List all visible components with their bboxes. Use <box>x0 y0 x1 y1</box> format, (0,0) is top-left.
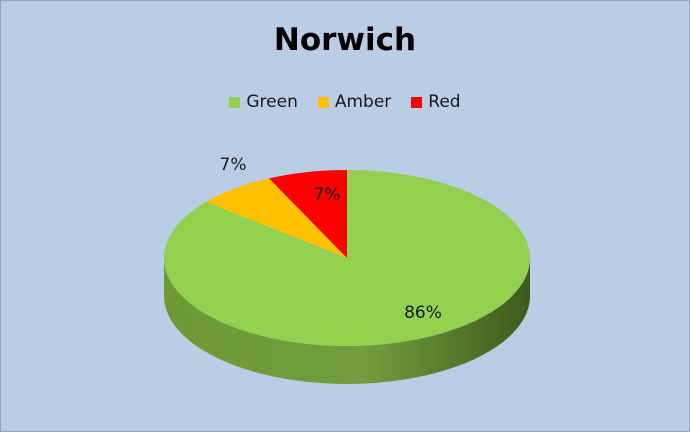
legend-item-red: Red <box>411 92 461 112</box>
chart-legend: Green Amber Red <box>0 92 690 112</box>
legend-swatch <box>229 96 241 108</box>
legend-label: Amber <box>334 92 392 112</box>
pie-slice-amber <box>205 178 347 258</box>
data-label-amber: 7% <box>220 155 247 175</box>
pie-slice-side-green <box>164 258 530 384</box>
legend-item-green: Green <box>229 92 298 112</box>
legend-label: Green <box>246 92 298 112</box>
data-label-red: 7% <box>314 185 341 205</box>
chart-title: Norwich <box>273 22 417 58</box>
data-label-green: 86% <box>404 303 442 323</box>
legend-label: Red <box>428 92 461 112</box>
legend-swatch <box>317 96 329 108</box>
legend-swatch <box>411 96 423 108</box>
legend-item-amber: Amber <box>317 92 392 112</box>
pie-slice-red <box>269 170 347 258</box>
